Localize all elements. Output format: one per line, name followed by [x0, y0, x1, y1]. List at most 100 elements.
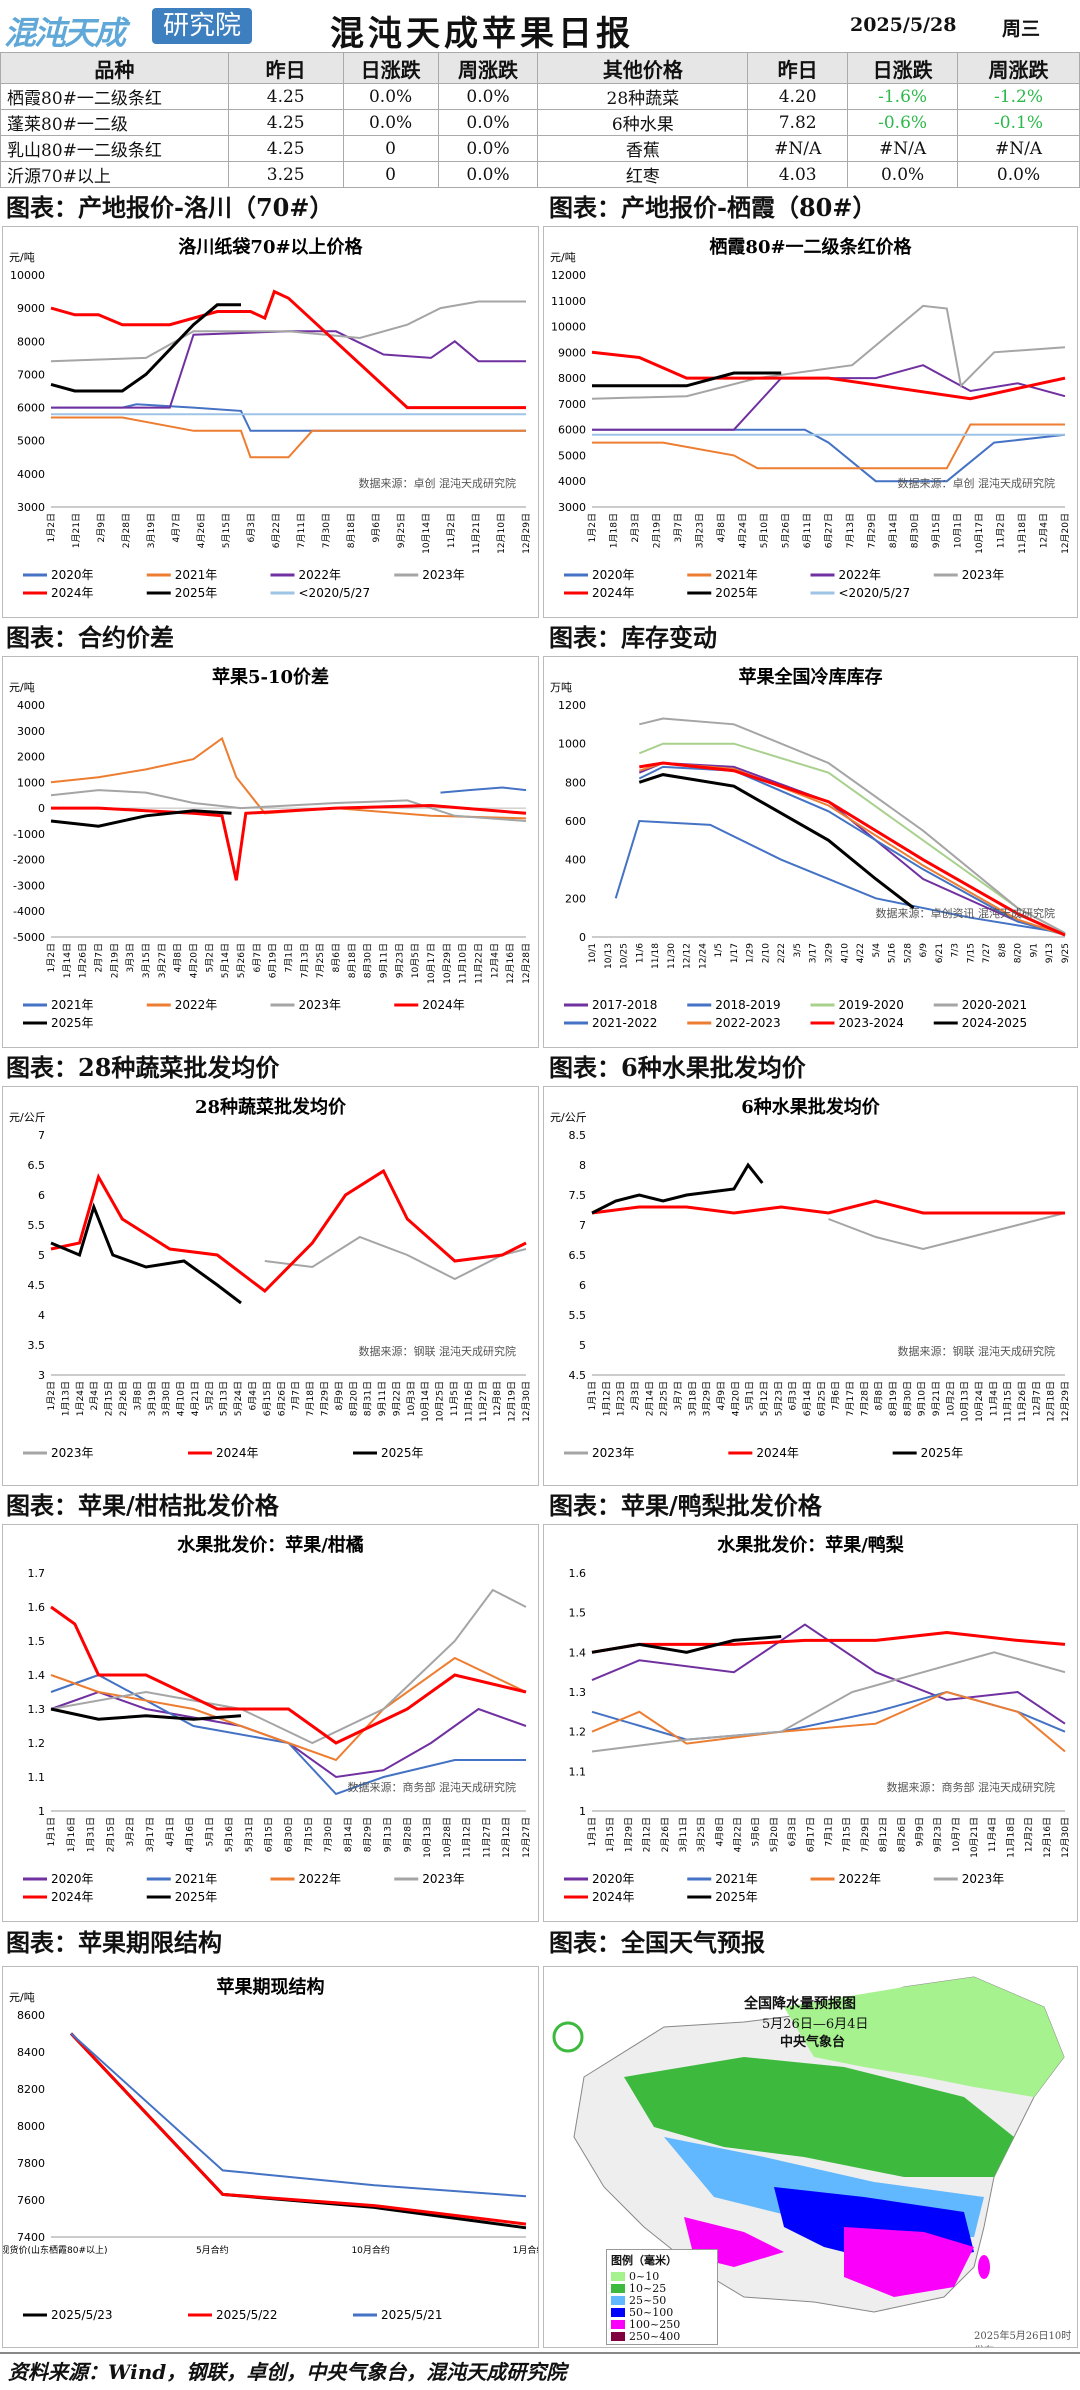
- series-line-2022年: [592, 364, 1066, 431]
- legend-label: 2025年: [381, 1446, 424, 1460]
- legend-label: 2023年: [592, 1446, 635, 1460]
- data-source-note: 数据来源：卓创资讯 混沌天成研究院: [876, 906, 1056, 920]
- map-legend-label: 50~100: [629, 2305, 674, 2319]
- x-tick-label: 7月1日: [824, 1817, 835, 1846]
- report-date: 2025/5/28: [850, 14, 957, 36]
- y-tick-label: 5: [579, 1339, 586, 1352]
- x-tick-label: 8月18日: [346, 513, 357, 548]
- panel-title-qixia: 图表：产地报价-栖霞（80#）: [549, 193, 877, 222]
- legend-label: 2020-2021: [962, 998, 1027, 1012]
- x-tick-label: 12月12日: [501, 1817, 512, 1858]
- x-tick-label: 2月3日: [630, 513, 641, 542]
- series-line-2021年: [50, 1673, 526, 1796]
- legend-label: 2021年: [715, 568, 758, 582]
- x-tick-label: 9/1: [1029, 943, 1039, 957]
- x-tick-label: 12月29日: [521, 513, 532, 554]
- y-tick-label: 200: [565, 892, 586, 905]
- x-tick-label: 2月26日: [660, 1817, 671, 1852]
- table-cell: 0.0%: [342, 109, 439, 136]
- x-tick-label: 5月13日: [219, 1381, 230, 1416]
- y-tick-label: 400: [565, 854, 586, 867]
- y-tick-label: 9000: [17, 302, 45, 315]
- series-line-2024年: [51, 803, 527, 881]
- data-source-note: 数据来源：商务部 混沌天成研究院: [887, 1780, 1056, 1794]
- x-tick-label: 10月2日: [945, 1381, 956, 1416]
- x-tick-label: 8月12日: [878, 1817, 889, 1852]
- y-tick-label: 800: [565, 776, 586, 789]
- x-tick-label: 1月1日: [46, 1817, 57, 1846]
- series-line-2023年: [50, 1588, 527, 1745]
- map-legend-item: 10~25: [607, 2282, 717, 2295]
- map-legend-swatch: [611, 2307, 625, 2317]
- y-tick-label: 1.5: [28, 1635, 46, 1648]
- y-axis-unit: 元/吨: [550, 251, 576, 264]
- x-tick-label: 1月2日: [46, 943, 57, 972]
- y-tick-label: 1.3: [28, 1703, 46, 1716]
- x-tick-label: 5月26日: [781, 513, 792, 548]
- y-tick-label: 10000: [551, 321, 586, 334]
- legend-label: 2025年: [51, 1016, 94, 1030]
- x-tick-label: 10月13日: [960, 1381, 971, 1422]
- x-tick-label: 9月23日: [933, 1817, 944, 1852]
- panel-title-fruit: 图表：6种水果批发均价: [549, 1053, 806, 1082]
- x-tick-label: 2/10: [761, 943, 771, 963]
- chart-title: 洛川纸袋70#以上价格: [178, 236, 363, 258]
- col-header: 品种: [0, 52, 229, 84]
- col-header: 日涨跌: [342, 52, 439, 84]
- y-tick-label: 7800: [17, 2157, 45, 2170]
- x-tick-label: 6月30日: [284, 1817, 295, 1852]
- x-tick-label: 11月21日: [471, 513, 482, 554]
- x-tick-label: 8月19日: [888, 1381, 899, 1416]
- x-tick-label: 5月12日: [759, 1381, 770, 1416]
- y-tick-label: 4.5: [569, 1369, 587, 1382]
- x-tick-label: 11月22日: [474, 943, 485, 984]
- x-tick-label: 8月18日: [347, 943, 358, 978]
- y-axis-unit: 元/吨: [9, 1991, 35, 2004]
- legend-label: 2019-2020: [839, 998, 904, 1012]
- map-subtitle: 5月26日—6月4日: [762, 2017, 869, 2032]
- x-tick-label: 9月21日: [931, 1381, 942, 1416]
- x-tick-label: 9/25: [1061, 943, 1071, 963]
- legend-label: 2024年: [51, 586, 94, 600]
- legend-label: <2020/5/27: [839, 586, 911, 600]
- table-row: 乳山80#一二级条红 4.25 0 0.0% 香蕉 #N/A #N/A #N/A: [0, 135, 1080, 162]
- x-tick-label: 12月7日: [1031, 1381, 1042, 1416]
- y-tick-label: 3000: [17, 501, 45, 514]
- data-source-note: 数据来源：钢联 混沌天成研究院: [359, 1344, 517, 1358]
- x-tick-label: 9月6日: [371, 513, 382, 542]
- map-title: 全国降水量预报图: [744, 1996, 856, 2012]
- table-cell: 0.0%: [957, 161, 1080, 188]
- series-line-2024年: [591, 1630, 1066, 1654]
- x-tick-label: 7月13日: [299, 943, 310, 978]
- x-tick-label: 6月15日: [262, 1381, 273, 1416]
- map-legend-item: 0~10: [607, 2270, 717, 2283]
- y-tick-label: 8000: [17, 335, 45, 348]
- y-tick-label: 4000: [17, 468, 45, 481]
- x-tick-label: 7月30日: [321, 513, 332, 548]
- y-tick-label: 8000: [558, 372, 586, 385]
- x-tick-label: 现货价(山东栖霞80#以上): [3, 2244, 108, 2256]
- x-tick-label: 11/6: [635, 943, 645, 963]
- x-tick-label: 7月7日: [291, 1381, 302, 1410]
- x-tick-label: 4月8日: [716, 513, 727, 542]
- x-tick-label: 1月29日: [623, 1817, 634, 1852]
- y-axis-unit: 元/吨: [9, 251, 35, 264]
- x-tick-label: 8月20日: [348, 1381, 359, 1416]
- x-tick-label: 11月15日: [1003, 1381, 1014, 1422]
- x-tick-label: 1月1日: [587, 1381, 598, 1410]
- x-tick-label: 4月22日: [733, 1817, 744, 1852]
- y-axis-unit: 元/公斤: [550, 1111, 587, 1124]
- x-tick-label: 5/28: [903, 943, 913, 963]
- x-tick-label: 7月17日: [845, 1381, 856, 1416]
- company-logo: 混沌天成 研究院: [4, 4, 254, 52]
- table-cell: 栖霞80#一二级条红: [0, 83, 229, 110]
- x-tick-label: 8月26日: [896, 1817, 907, 1852]
- table-cell: 0.0%: [847, 161, 959, 188]
- table-cell: 0: [342, 161, 439, 188]
- x-tick-label: 1月24日: [75, 1381, 86, 1416]
- x-tick-label: 3月30日: [161, 1381, 172, 1416]
- y-tick-label: 3000: [558, 501, 586, 514]
- data-source-note: 数据来源：卓创 混沌天成研究院: [359, 476, 517, 490]
